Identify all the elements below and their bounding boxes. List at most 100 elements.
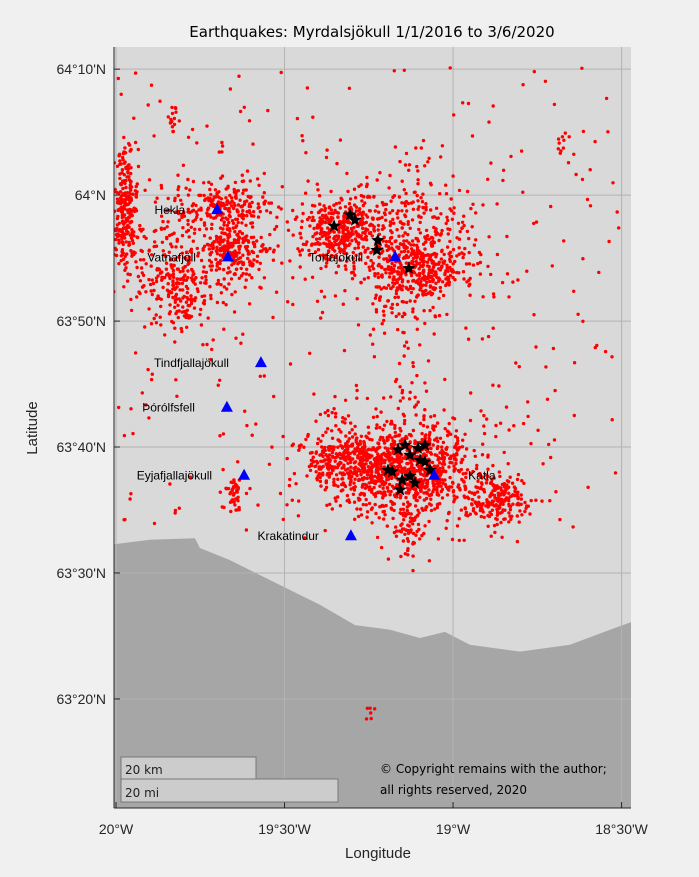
earthquake-dot (415, 295, 419, 299)
earthquake-dot (107, 242, 110, 245)
earthquake-dot (364, 261, 368, 266)
earthquake-dot (427, 519, 431, 524)
earthquake-dot (344, 267, 348, 271)
earthquake-dot (437, 313, 442, 318)
earthquake-dot (317, 466, 321, 470)
earthquake-dot (427, 559, 432, 563)
earthquake-dot (237, 251, 241, 255)
earthquake-dot (336, 484, 340, 488)
earthquake-dot (244, 491, 249, 496)
earthquake-dot (459, 467, 463, 472)
earthquake-dot (392, 275, 396, 279)
earthquake-dot (468, 276, 472, 281)
earthquake-dot (385, 259, 390, 264)
earthquake-dot (372, 481, 376, 485)
earthquake-dot (320, 449, 325, 453)
earthquake-dot (422, 531, 426, 536)
earthquake-dot (187, 235, 191, 239)
earthquake-dot (434, 227, 438, 231)
earthquake-dot (224, 486, 228, 490)
earthquake-dot (394, 314, 398, 319)
earthquake-dot (349, 421, 353, 425)
earthquake-dot (219, 291, 224, 295)
y-tick-label: 63°30'N (56, 565, 106, 581)
earthquake-dot (220, 174, 225, 178)
earthquake-dot (392, 508, 396, 513)
earthquake-dot (382, 423, 387, 427)
earthquake-dot (143, 325, 147, 329)
earthquake-dot (126, 210, 130, 215)
earthquake-dot (102, 252, 105, 255)
earthquake-dot (331, 216, 335, 220)
earthquake-dot (277, 205, 281, 209)
earthquake-dot (262, 374, 266, 378)
earthquake-dot (443, 377, 447, 382)
earthquake-dot (404, 191, 408, 196)
earthquake-dot (359, 450, 363, 455)
earthquake-dot (413, 315, 417, 319)
earthquake-dot (427, 439, 431, 443)
earthquake-dot (241, 253, 245, 257)
earthquake-dot (411, 522, 415, 526)
earthquake-dot (144, 262, 148, 266)
earthquake-dot (159, 186, 164, 190)
earthquake-dot (402, 331, 406, 335)
earthquake-dot (433, 453, 437, 457)
volcano-label: Hekla (154, 203, 185, 217)
earthquake-dot (336, 438, 340, 442)
earthquake-dot (362, 492, 366, 496)
earthquake-dot (416, 169, 420, 173)
earthquake-dot (440, 249, 444, 254)
earthquake-dot (120, 248, 125, 252)
earthquake-dot (400, 391, 404, 395)
earthquake-dot (362, 476, 366, 480)
earthquake-dot (202, 301, 206, 306)
earthquake-dot (180, 233, 185, 238)
earthquake-dot (503, 489, 507, 493)
earthquake-dot (463, 454, 467, 458)
earthquake-dot (423, 247, 427, 251)
earthquake-dot (330, 253, 334, 258)
earthquake-dot (398, 220, 402, 224)
earthquake-dot (290, 443, 294, 448)
earthquake-dot (133, 351, 138, 355)
earthquake-dot (116, 234, 120, 238)
earthquake-dot (209, 268, 214, 272)
earthquake-dot (241, 209, 245, 213)
earthquake-dot (462, 538, 466, 542)
earthquake-dot (207, 258, 212, 263)
earthquake-dot (341, 231, 345, 235)
earthquake-dot (234, 258, 238, 263)
earthquake-dot (388, 220, 393, 224)
earthquake-dot (367, 231, 372, 235)
earthquake-dot (348, 470, 352, 474)
earthquake-dot (311, 455, 315, 459)
earthquake-dot (433, 315, 438, 319)
earthquake-dot (201, 270, 206, 274)
earthquake-dot (353, 517, 357, 521)
earthquake-dot (232, 478, 236, 482)
earthquake-dot (181, 305, 185, 309)
earthquake-dot (128, 497, 132, 501)
earthquake-dot (346, 414, 351, 418)
earthquake-dot (285, 456, 289, 461)
earthquake-dot (199, 258, 204, 263)
earthquake-dot (228, 193, 232, 198)
large-earthquake-star-icon (408, 476, 422, 489)
earthquake-dot (490, 493, 495, 497)
earthquake-dot (222, 285, 226, 289)
earthquake-dot (199, 307, 203, 312)
earthquake-dot (507, 491, 511, 495)
earthquake-dot (432, 414, 437, 418)
earthquake-dot (367, 469, 372, 473)
earthquake-dot (503, 497, 507, 502)
earthquake-dot (268, 246, 272, 251)
earthquake-dot (334, 271, 338, 275)
earthquake-dot (371, 415, 376, 419)
earthquake-dot (489, 534, 493, 538)
earthquake-dot (415, 514, 420, 518)
earthquake-dot (173, 298, 177, 302)
earthquake-dot (328, 502, 332, 506)
earthquake-dot (232, 187, 236, 192)
